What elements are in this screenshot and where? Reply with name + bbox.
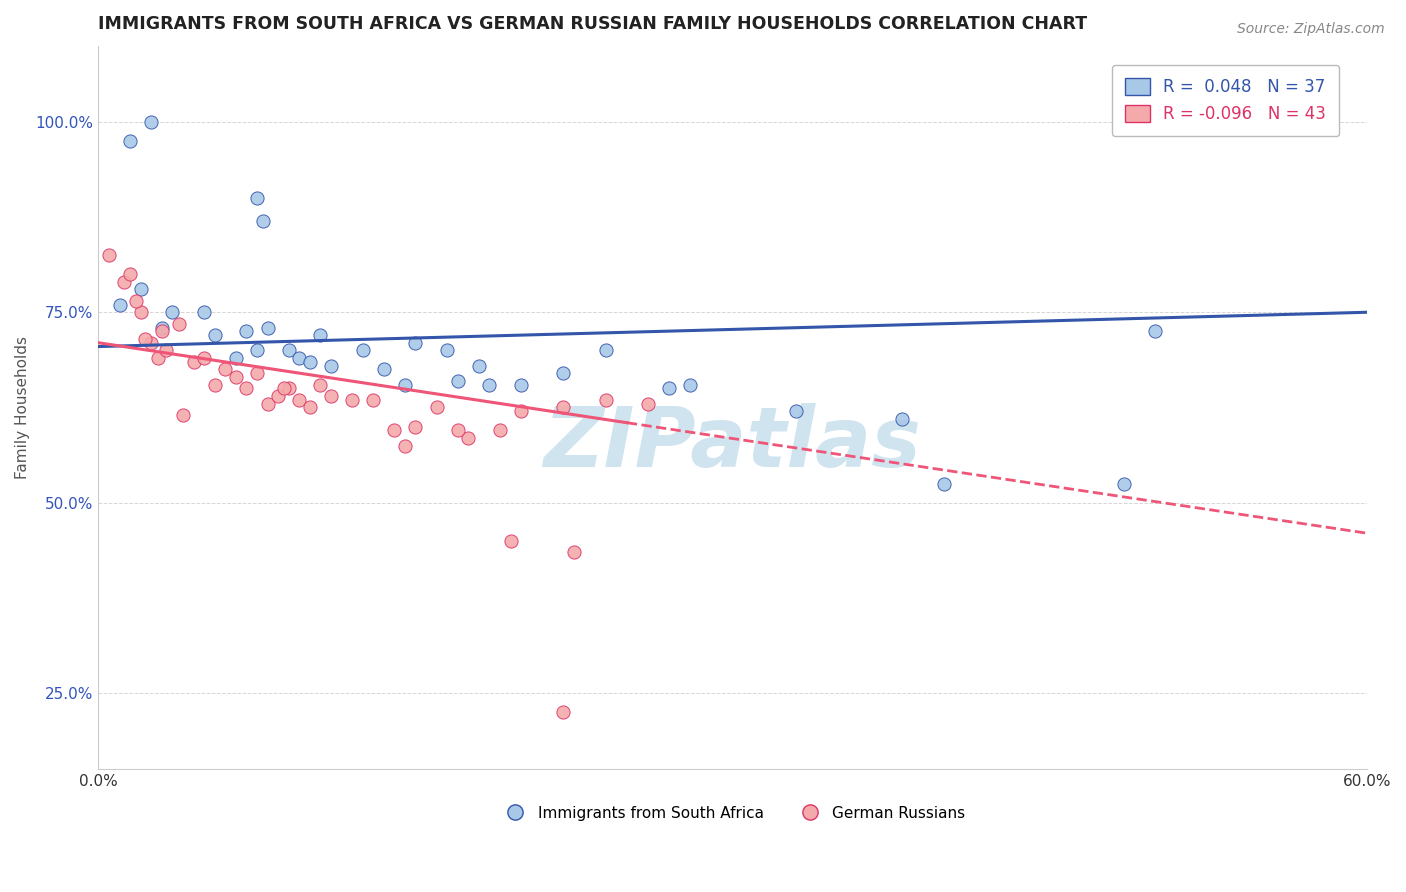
Point — [478, 377, 501, 392]
Text: ZIPatlas: ZIPatlas — [544, 403, 921, 484]
Point — [510, 377, 533, 392]
Point — [193, 305, 215, 319]
Point — [108, 298, 131, 312]
Point — [288, 351, 311, 365]
Point — [457, 431, 479, 445]
Point — [134, 332, 156, 346]
Point — [352, 343, 374, 358]
Y-axis label: Family Households: Family Households — [15, 336, 30, 479]
Point — [373, 362, 395, 376]
Point — [183, 355, 205, 369]
Point — [309, 377, 332, 392]
Point — [595, 343, 617, 358]
Point — [267, 389, 290, 403]
Point — [129, 305, 152, 319]
Point — [426, 401, 449, 415]
Point — [246, 366, 269, 380]
Point — [1144, 324, 1167, 338]
Point — [319, 359, 342, 373]
Point — [120, 267, 142, 281]
Point — [235, 381, 257, 395]
Point — [562, 545, 585, 559]
Point — [204, 328, 226, 343]
Point — [489, 423, 512, 437]
Point — [595, 392, 617, 407]
Point — [235, 324, 257, 338]
Point — [361, 392, 384, 407]
Point — [932, 476, 955, 491]
Point — [405, 419, 427, 434]
Point — [553, 705, 575, 719]
Point — [214, 362, 236, 376]
Point — [679, 377, 702, 392]
Point — [98, 248, 121, 262]
Point — [155, 343, 177, 358]
Point — [319, 389, 342, 403]
Point — [225, 351, 247, 365]
Point — [447, 374, 470, 388]
Point — [204, 377, 226, 392]
Point — [162, 305, 184, 319]
Point — [141, 115, 163, 129]
Point — [436, 343, 458, 358]
Point — [246, 343, 269, 358]
Point — [785, 404, 807, 418]
Point — [225, 370, 247, 384]
Point — [553, 401, 575, 415]
Text: IMMIGRANTS FROM SOUTH AFRICA VS GERMAN RUSSIAN FAMILY HOUSEHOLDS CORRELATION CHA: IMMIGRANTS FROM SOUTH AFRICA VS GERMAN R… — [98, 15, 1088, 33]
Point — [129, 282, 152, 296]
Point — [146, 351, 169, 365]
Point — [340, 392, 363, 407]
Point — [298, 355, 321, 369]
Point — [273, 381, 295, 395]
Legend: Immigrants from South Africa, German Russians: Immigrants from South Africa, German Rus… — [494, 799, 972, 827]
Point — [658, 381, 681, 395]
Point — [256, 320, 278, 334]
Point — [252, 214, 274, 228]
Point — [394, 439, 416, 453]
Point — [553, 366, 575, 380]
Point — [172, 408, 194, 422]
Point — [637, 397, 659, 411]
Point — [382, 423, 405, 437]
Text: Source: ZipAtlas.com: Source: ZipAtlas.com — [1237, 22, 1385, 37]
Point — [256, 397, 278, 411]
Point — [298, 401, 321, 415]
Point — [447, 423, 470, 437]
Point — [468, 359, 491, 373]
Point — [277, 343, 299, 358]
Point — [150, 324, 173, 338]
Point — [1112, 476, 1135, 491]
Point — [193, 351, 215, 365]
Point — [246, 191, 269, 205]
Point — [288, 392, 311, 407]
Point — [405, 335, 427, 350]
Point — [120, 134, 142, 148]
Point — [125, 293, 148, 308]
Point — [112, 275, 135, 289]
Point — [510, 404, 533, 418]
Point — [890, 412, 912, 426]
Point — [309, 328, 332, 343]
Point — [394, 377, 416, 392]
Point — [167, 317, 190, 331]
Point — [277, 381, 299, 395]
Point — [499, 533, 522, 548]
Point — [141, 335, 163, 350]
Point — [150, 320, 173, 334]
